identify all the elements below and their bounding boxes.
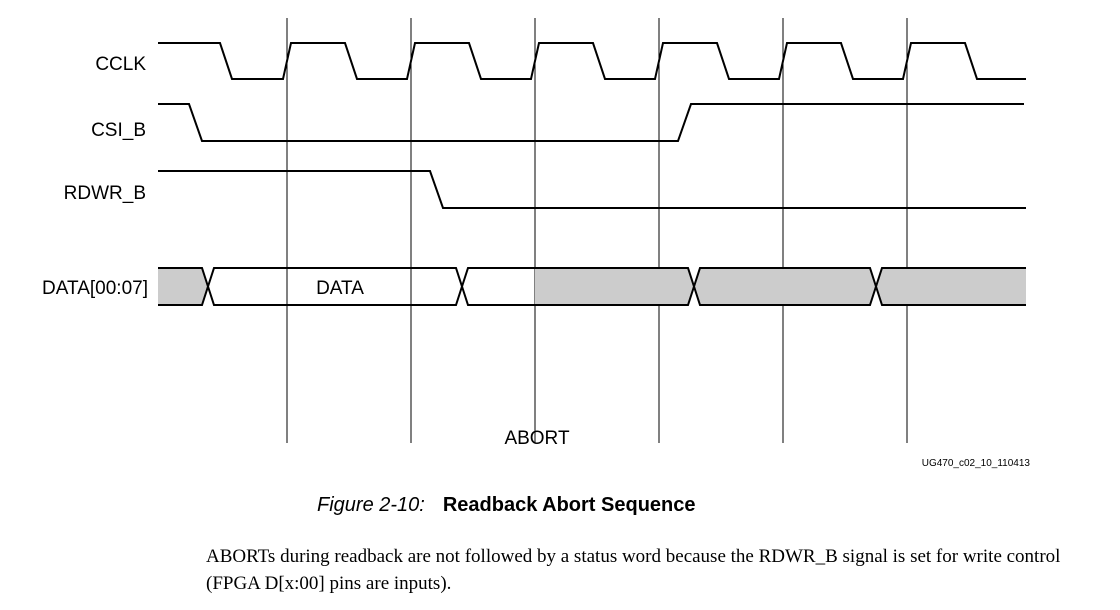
bus-segment-shaded xyxy=(535,268,694,305)
bus-segment-shaded xyxy=(158,268,208,305)
data-bus-label: DATA[00:07] xyxy=(42,278,148,299)
bus-segment-shaded xyxy=(694,268,876,305)
timing-diagram: CCLK CSI_B RDWR_B DATA[00:07] DATA ABORT… xyxy=(42,18,1031,469)
figure-caption: Figure 2-10: Readback Abort Sequence xyxy=(317,494,696,517)
bus-data-label: DATA xyxy=(316,278,364,299)
cclk-waveform xyxy=(158,42,1026,80)
figure-id: UG470_c02_10_110413 xyxy=(922,458,1031,469)
csi-b-waveform xyxy=(158,103,1024,142)
rdwr-b-waveform xyxy=(158,170,1026,209)
figure-number: Figure 2-10: xyxy=(317,494,425,516)
figure-title: Readback Abort Sequence xyxy=(442,494,696,516)
abort-label: ABORT xyxy=(504,428,570,449)
bus-bottom-edge xyxy=(158,267,1026,306)
bus-segment-shaded xyxy=(876,268,1026,305)
rdwr-b-label: RDWR_B xyxy=(64,183,146,204)
cclk-label: CCLK xyxy=(95,54,146,75)
csi-b-label: CSI_B xyxy=(91,120,146,141)
data-bus-waveform: DATA xyxy=(158,267,1026,306)
body-paragraph: ABORTs during readback are not followed … xyxy=(206,546,1061,594)
reference-lines xyxy=(286,18,908,443)
